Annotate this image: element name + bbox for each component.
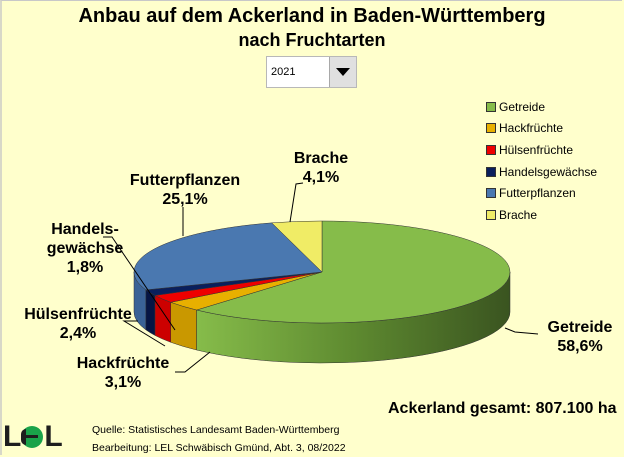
label-hackfruechte: Hackfrüchte 3,1% (76, 355, 170, 391)
legend-swatch (486, 209, 496, 220)
legend-swatch (486, 166, 496, 177)
legend-item-brache: Brache (486, 204, 597, 226)
total-area: Ackerland gesamt: 807.100 ha (388, 400, 617, 417)
source-line: Quelle: Statistisches Landesamt Baden-Wü… (92, 424, 340, 436)
label-futterpflanzen: Futterpflanzen 25,1% (129, 172, 241, 208)
logo-e-circle (21, 426, 44, 448)
label-getreide: Getreide 58,6% (547, 319, 613, 355)
chevron-down-icon (336, 67, 350, 76)
legend-swatch (486, 101, 496, 112)
year-select[interactable]: 2021 (266, 56, 357, 88)
chart-subtitle: nach Fruchtarten (238, 30, 386, 50)
legend: Getreide Hackfrüchte Hülsenfrüchte Hande… (486, 96, 597, 226)
label-huelsenfruechte: Hülsenfrüchte 2,4% (24, 306, 132, 342)
processing-line: Bearbeitung: LEL Schwäbisch Gmünd, Abt. … (92, 442, 346, 454)
legend-item-handelsgewaechse: Handelsgewächse (486, 161, 597, 183)
chart-title: Anbau auf dem Ackerland in Baden-Württem… (78, 5, 546, 27)
legend-swatch (486, 123, 496, 134)
legend-item-getreide: Getreide (486, 96, 597, 118)
legend-item-futterpflanzen: Futterpflanzen (486, 182, 597, 204)
label-handelsgewaechse: Handels- gewächse 1,8% (46, 221, 124, 276)
year-select-button[interactable] (329, 57, 356, 87)
year-select-value: 2021 (271, 66, 296, 78)
label-brache: Brache 4,1% (293, 150, 349, 186)
legend-swatch (486, 188, 496, 199)
legend-item-huelsenfruechte: Hülsenfrüchte (486, 139, 597, 161)
legend-swatch (486, 144, 496, 155)
legend-item-hackfruechte: Hackfrüchte (486, 118, 597, 140)
